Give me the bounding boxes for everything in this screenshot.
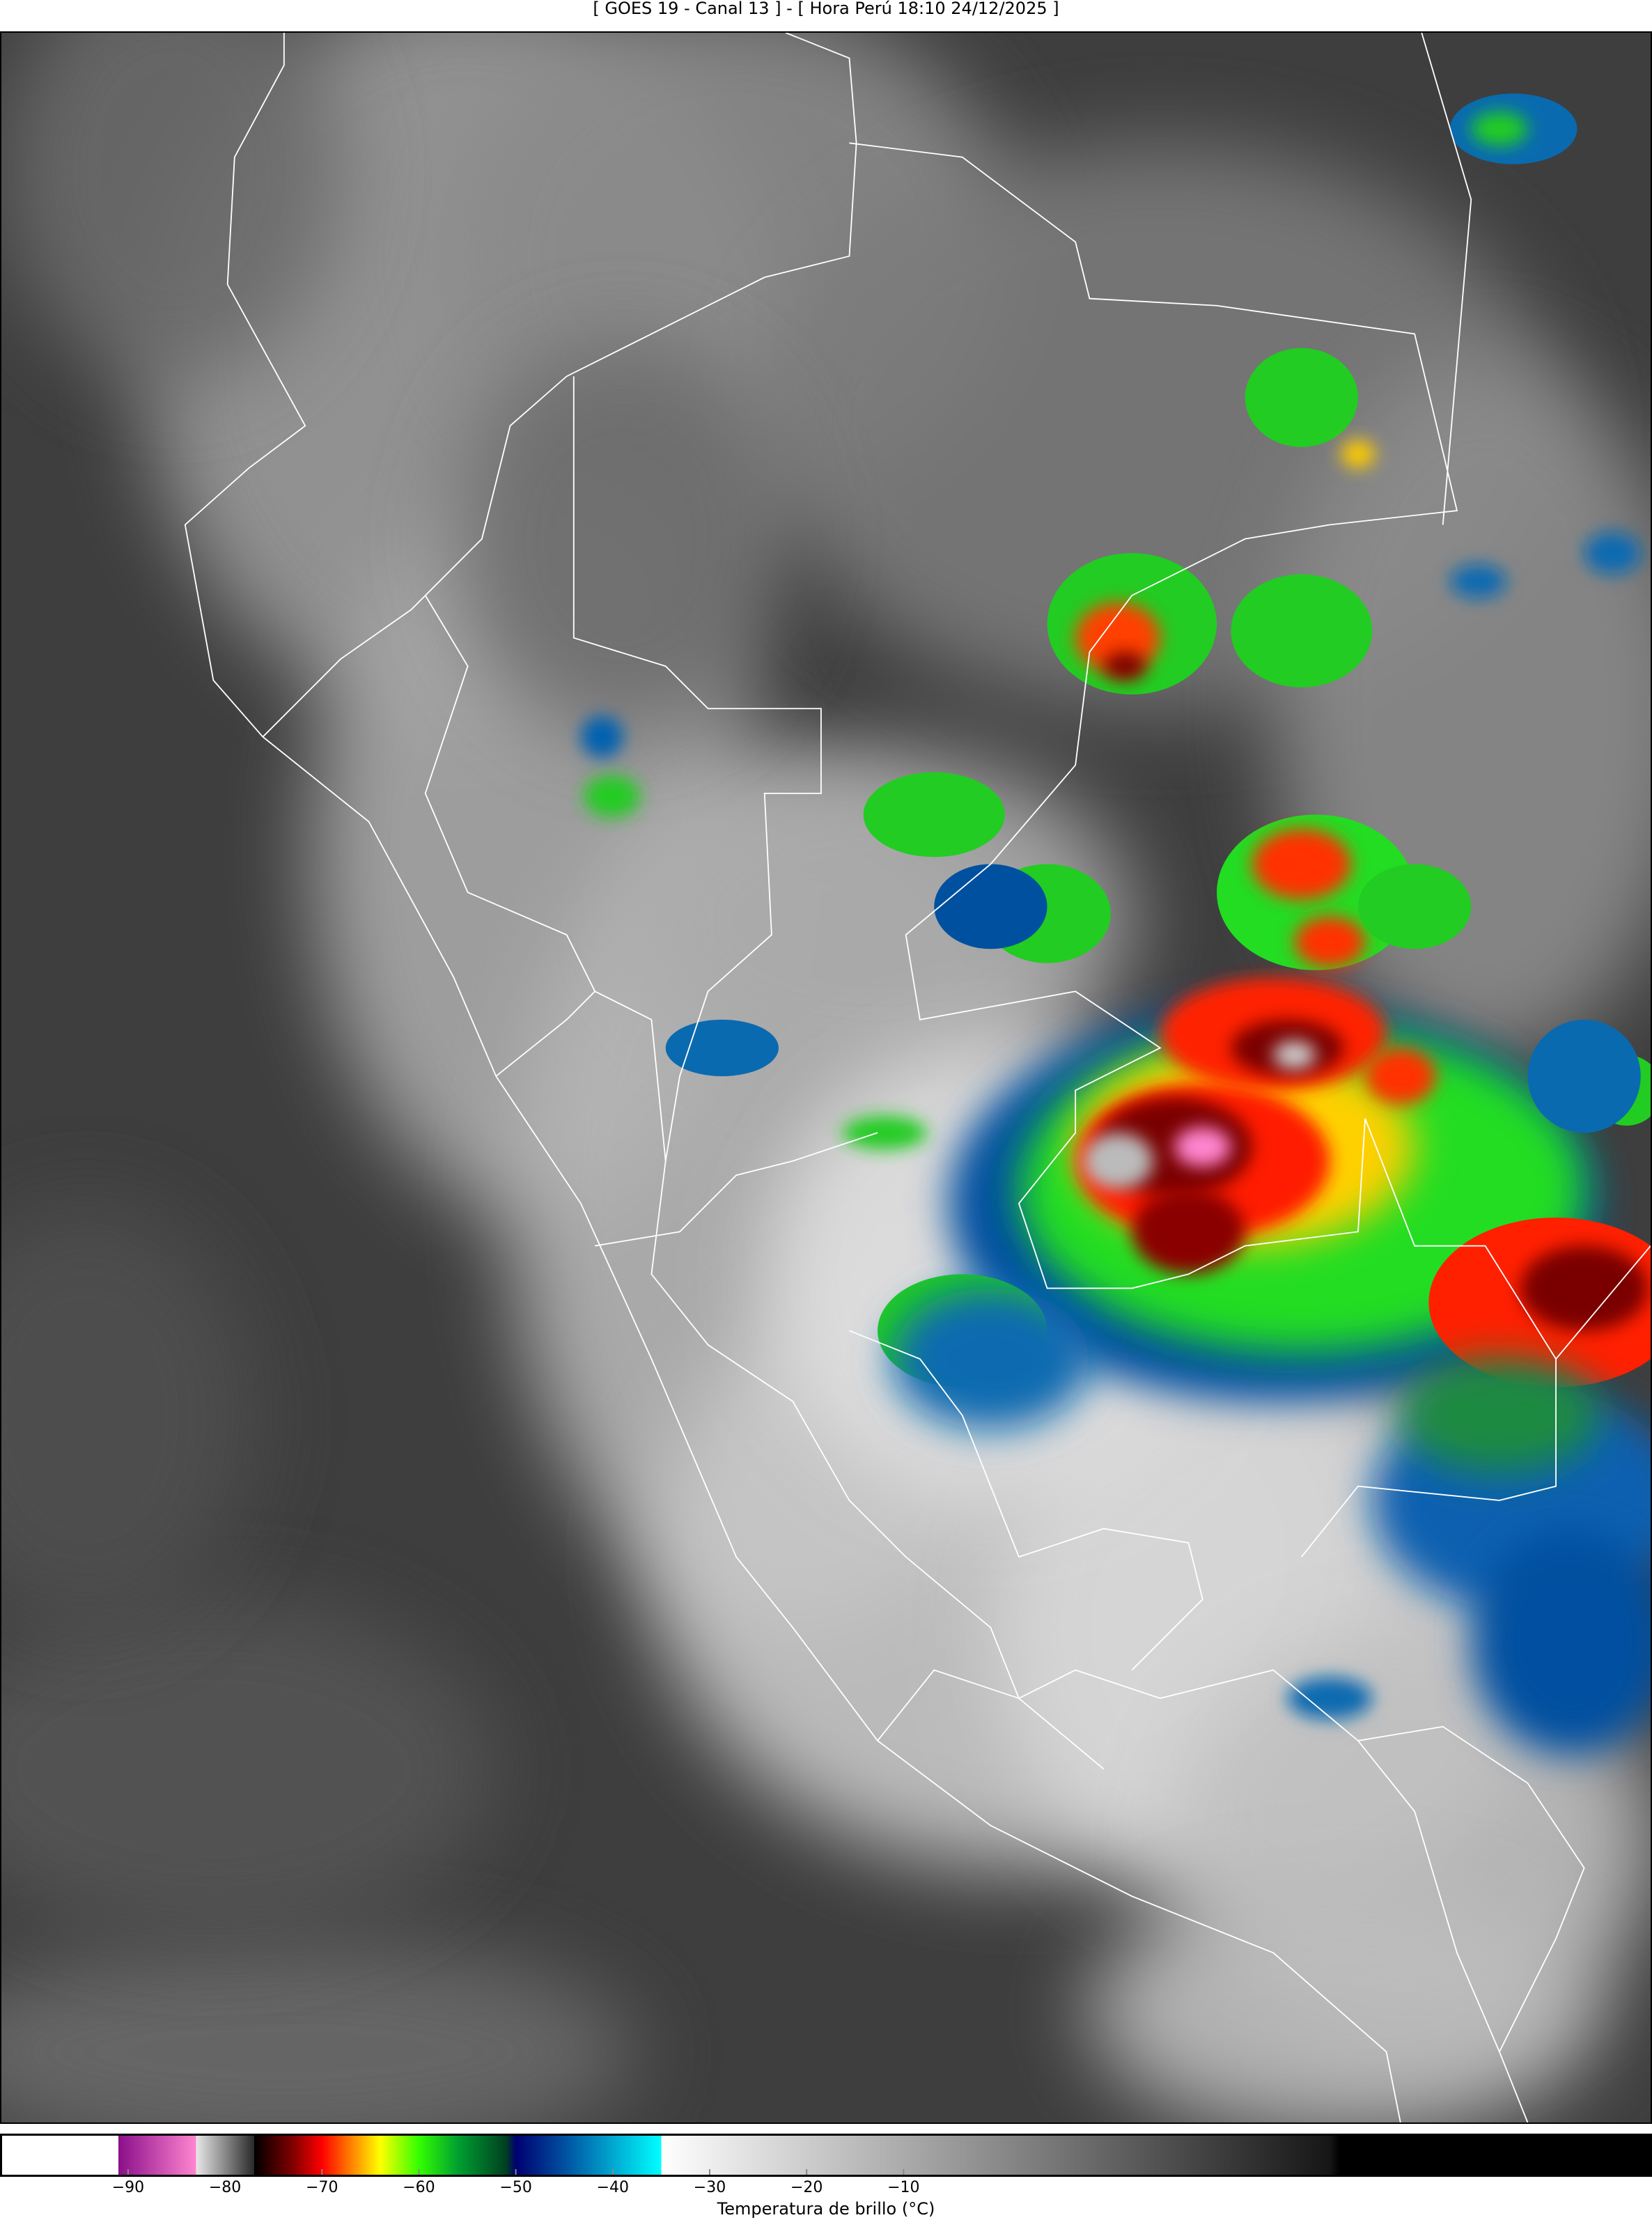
storm-cell (1252, 828, 1351, 900)
storm-cell (1471, 1528, 1651, 1755)
storm-cell (1341, 440, 1376, 469)
border-line (572, 376, 822, 1161)
border-line (849, 1330, 992, 1487)
storm-cell (1294, 916, 1366, 968)
cloud-area (1, 1939, 637, 2122)
border-line (990, 1486, 1203, 1671)
satellite-image (1, 33, 1651, 2122)
satellite-map (0, 31, 1652, 2124)
colorbar-gradient (2, 2136, 1650, 2175)
border-line (595, 1132, 878, 1247)
colorbar-tick-label: −60 (403, 2179, 435, 2196)
storm-cell (891, 1288, 1090, 1430)
storm-cell (1365, 1048, 1436, 1105)
storm-cell (863, 772, 1005, 857)
storm-cell (580, 715, 623, 759)
colorbar-tick-label: −40 (596, 2179, 630, 2196)
border-line (424, 595, 1105, 1770)
storm-cell (1449, 564, 1507, 598)
storm-cell (1132, 1189, 1245, 1275)
storm-cell (1273, 1041, 1316, 1069)
colorbar-tick-label: −70 (306, 2179, 338, 2196)
cloud-area (1, 1203, 256, 1628)
colorbar-tick-label: −20 (790, 2179, 823, 2196)
storm-cell (842, 1115, 928, 1150)
border-line (849, 142, 1458, 865)
storm-cell (1287, 1677, 1373, 1720)
border-line (262, 33, 857, 738)
storm-cell (1527, 1019, 1641, 1133)
storm-cell (1520, 1245, 1648, 1331)
border-line (1555, 1245, 1651, 1360)
colorbar-tick-label: −80 (208, 2179, 242, 2196)
country-borders (184, 33, 1651, 2122)
storm-cell (1400, 1358, 1598, 1473)
storm-cell (1075, 602, 1160, 674)
border-line (905, 863, 1366, 1289)
cloud-area (1089, 1881, 1598, 2122)
colorbar-tick-label: −50 (499, 2179, 532, 2196)
border-line (184, 33, 1401, 2122)
chart-title: [ GOES 19 - Canal 13 ] - [ Hora Perú 18:… (593, 0, 1059, 18)
border-line (877, 1669, 1529, 2122)
storm-cell (1103, 652, 1146, 681)
colorbar-label: Temperatura de brillo (°C) (717, 2199, 935, 2219)
storm-cell (1174, 1127, 1231, 1167)
storm-cell (1231, 574, 1373, 688)
storm-cell (934, 864, 1047, 949)
cloud-area (623, 751, 1132, 1091)
colorbar (0, 2134, 1652, 2177)
storm-cell (1584, 531, 1641, 575)
colorbar-tick-label: −30 (693, 2179, 726, 2196)
border-line (1421, 33, 1472, 525)
storm-cell (1357, 864, 1472, 949)
cloud-area (1, 1599, 497, 1939)
colorbar-fill (2, 2136, 1650, 2175)
border-line (495, 991, 595, 1077)
storm-cell (584, 775, 641, 818)
colorbar-tick-label: −10 (887, 2179, 920, 2196)
convective-storms (580, 93, 1651, 1755)
cloud-area (1, 33, 341, 384)
colorbar-tick-label: −90 (111, 2179, 145, 2196)
cloud-area (453, 341, 793, 737)
border-line (1357, 1725, 1585, 2052)
border-line (1301, 1118, 1557, 1558)
storm-cell (1082, 1133, 1153, 1190)
storm-cell (1245, 348, 1358, 447)
storm-cell (1471, 111, 1528, 146)
